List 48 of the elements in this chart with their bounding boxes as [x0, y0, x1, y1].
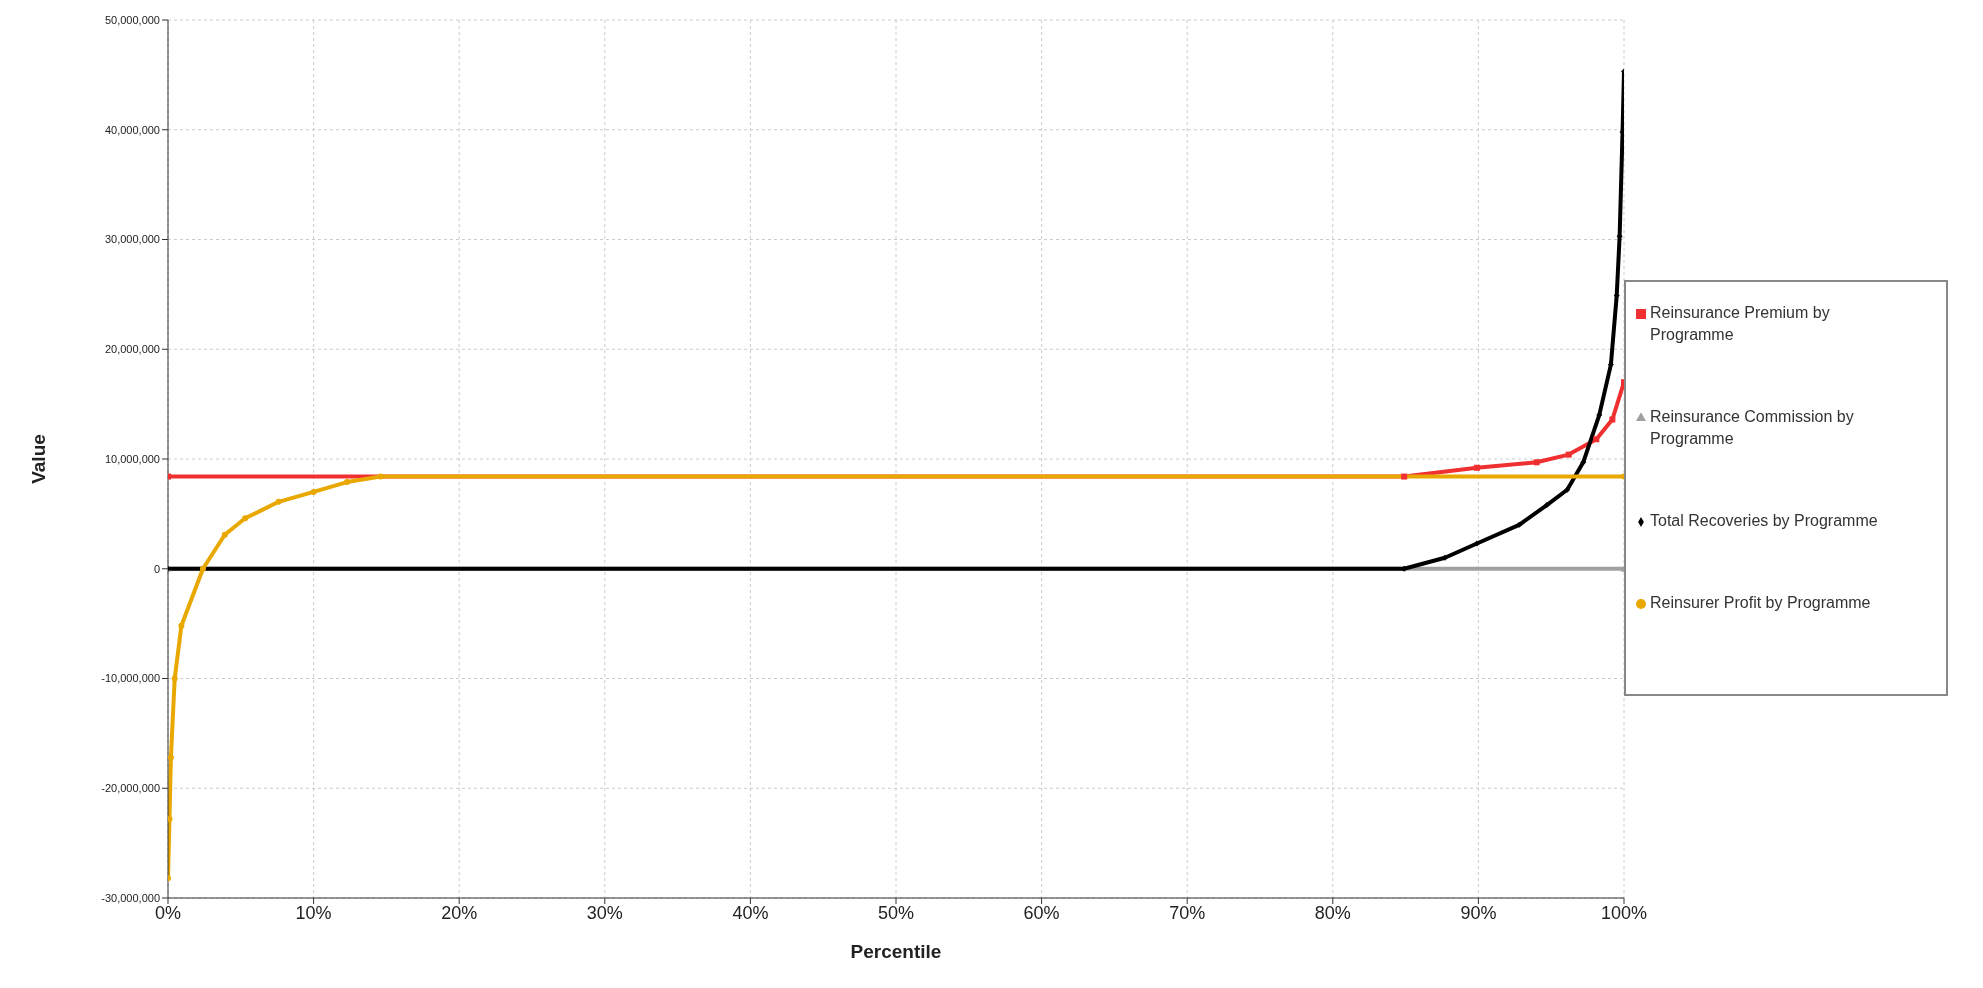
- point: [1533, 459, 1540, 466]
- x-tick-label: 70%: [1169, 902, 1206, 923]
- point: [1516, 521, 1523, 528]
- point: [221, 531, 228, 538]
- point: [1565, 451, 1572, 458]
- x-tick-label: 90%: [1460, 902, 1497, 923]
- point: [1401, 473, 1408, 480]
- point: [1609, 416, 1616, 423]
- y-tick-label: -10,000,000: [101, 672, 160, 685]
- point: [178, 622, 185, 629]
- point: [275, 498, 282, 505]
- x-tick-label: 30%: [586, 902, 623, 923]
- point: [310, 488, 317, 495]
- point: [171, 675, 178, 682]
- y-tick-label: 0: [153, 562, 160, 575]
- x-axis-title: Percentile: [850, 941, 942, 962]
- y-tick-label: -20,000,000: [101, 782, 160, 795]
- x-tick-label: 0%: [154, 902, 182, 923]
- y-tick-label: 30,000,000: [104, 233, 160, 246]
- y-tick-label: 10,000,000: [104, 452, 160, 465]
- x-tick-label: 40%: [732, 902, 769, 923]
- point: [168, 754, 174, 761]
- y-tick-label: 20,000,000: [104, 343, 160, 356]
- legend-label: Reinsurance Premium by Programme: [1650, 303, 1831, 345]
- legend-label: Total Recoveries by Programme: [1650, 511, 1879, 531]
- point: [242, 515, 249, 522]
- point: [1473, 540, 1480, 547]
- x-tick-label: 10%: [295, 902, 332, 923]
- x-tick-label: 80%: [1314, 902, 1351, 923]
- x-tick-label: 60%: [1023, 902, 1060, 923]
- y-axis-title: Value: [27, 434, 49, 484]
- legend-label: Reinsurer Profit by Programme: [1650, 593, 1872, 613]
- point: [199, 565, 206, 572]
- point: [1564, 486, 1571, 493]
- point: [377, 473, 384, 480]
- y-tick-label: -30,000,000: [101, 891, 160, 904]
- point: [1473, 464, 1480, 471]
- point: [168, 815, 173, 822]
- point: [344, 479, 351, 486]
- x-tick-label: 100%: [1600, 902, 1648, 923]
- y-tick-label: 50,000,000: [104, 13, 160, 26]
- point: [1593, 436, 1600, 443]
- x-tick-label: 50%: [877, 902, 915, 923]
- point: [1543, 502, 1550, 509]
- legend-label: Reinsurance Commission by Programme: [1650, 407, 1855, 449]
- y-tick-label: 40,000,000: [104, 123, 160, 136]
- x-tick-label: 20%: [441, 902, 478, 923]
- point: [1580, 459, 1587, 466]
